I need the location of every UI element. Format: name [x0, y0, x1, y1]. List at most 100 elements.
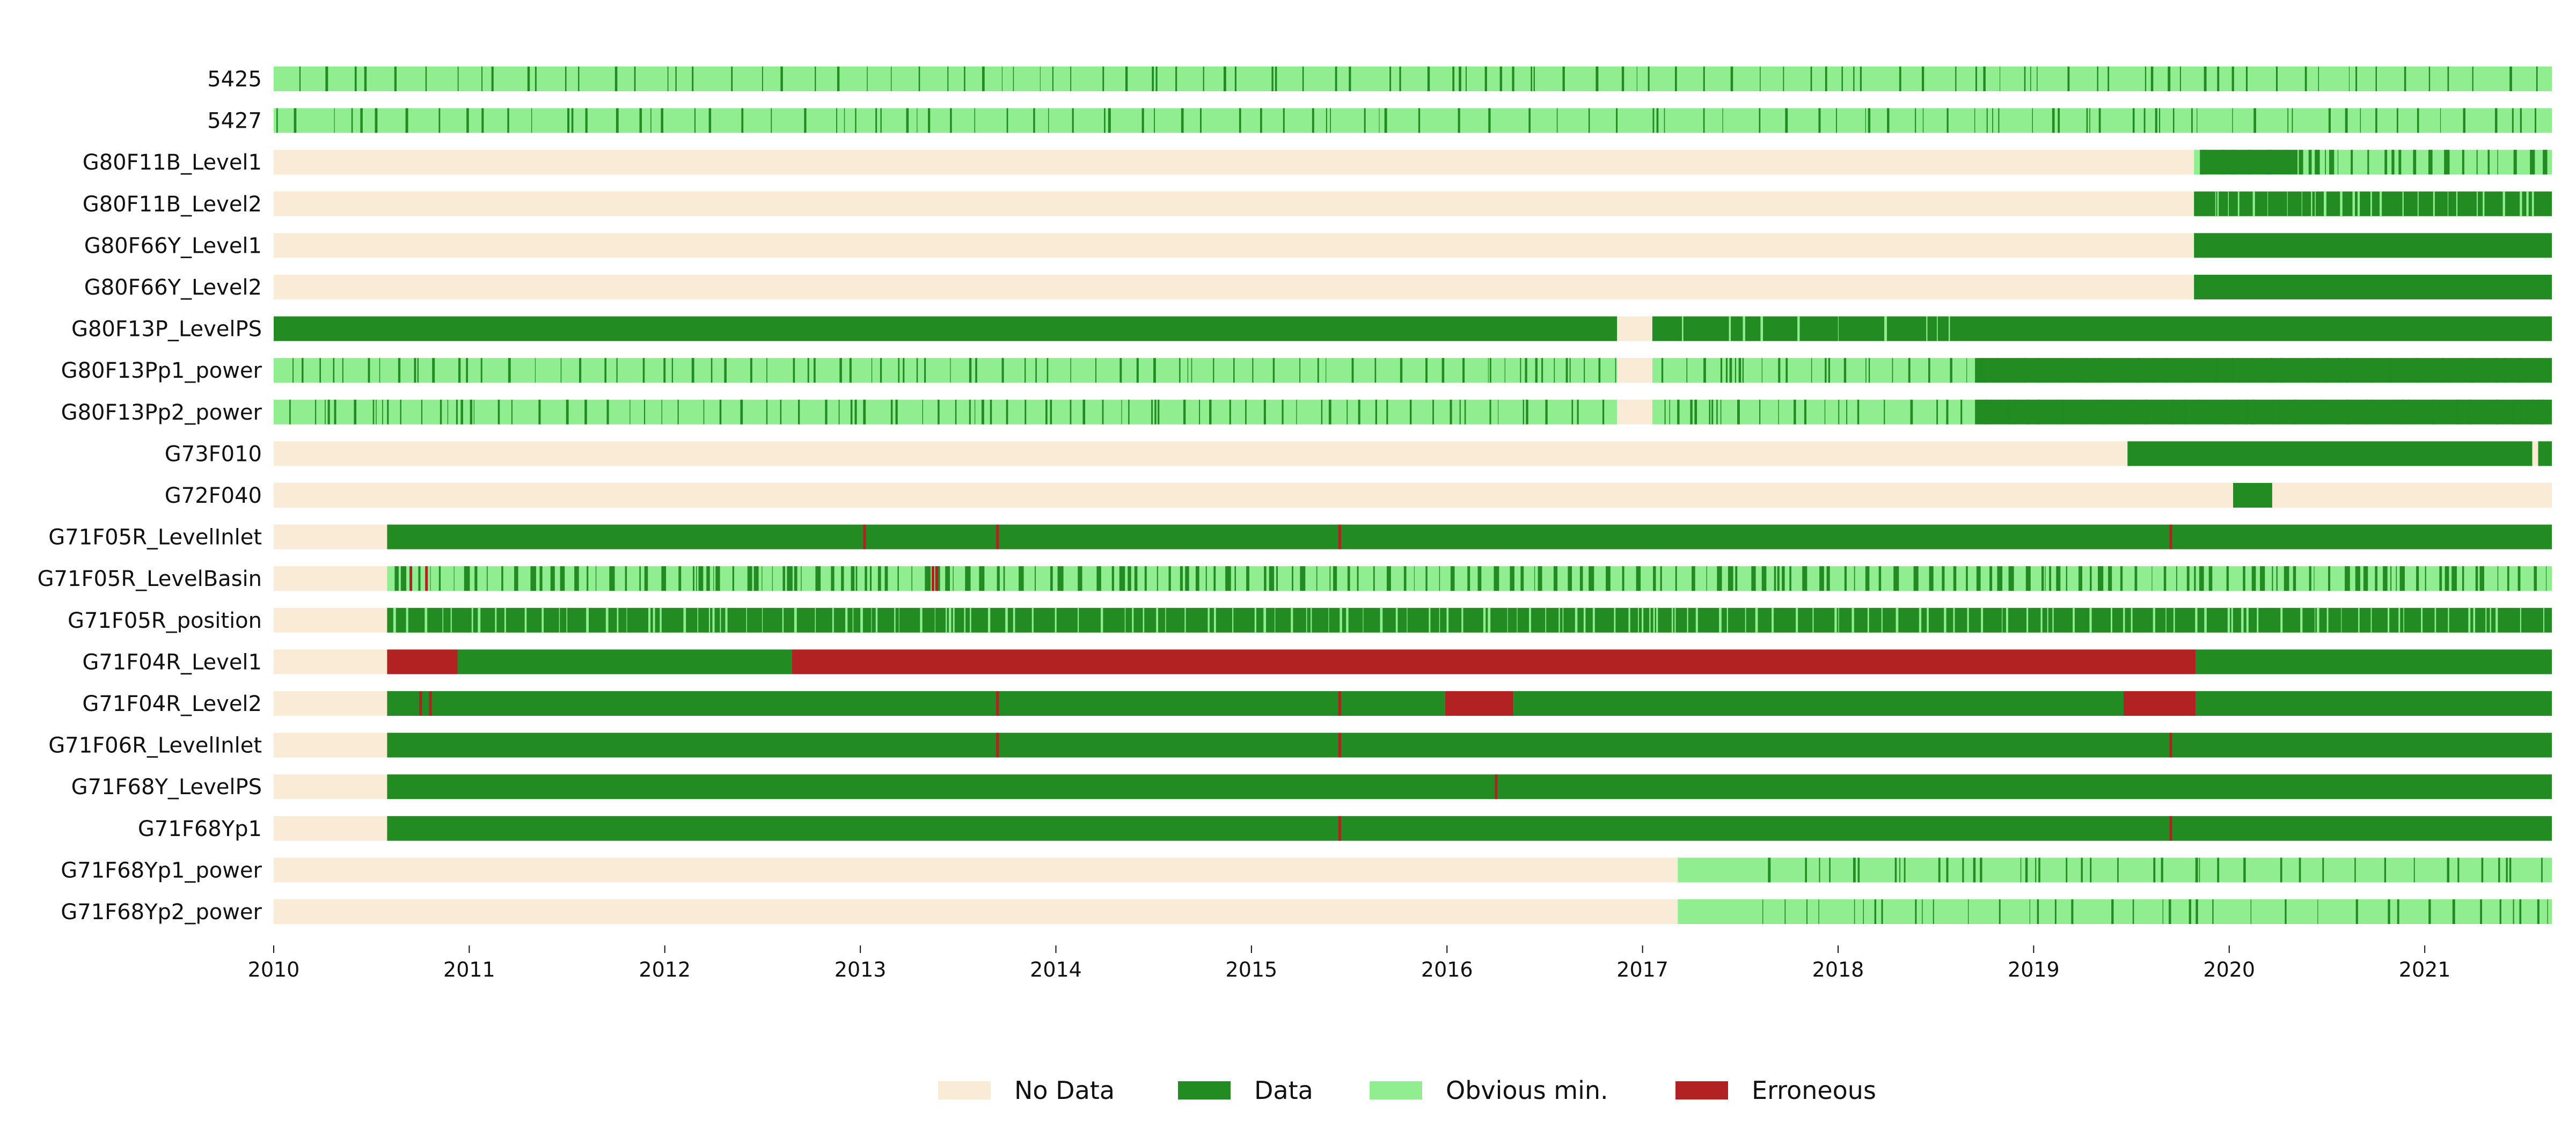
status-tick-data	[1484, 67, 1487, 91]
status-tick-data	[1838, 399, 1840, 424]
status-tick-data	[466, 358, 468, 383]
status-tick-data	[2221, 150, 2225, 175]
status-tick-obvmin	[1263, 607, 1267, 633]
status-tick-data	[1899, 67, 1901, 91]
status-tick-data	[2384, 150, 2388, 175]
status-tick-data	[1050, 566, 1053, 591]
status-tick-data	[1981, 358, 1982, 383]
status-tick-obvmin	[2398, 607, 2401, 633]
status-tick-data	[2189, 358, 2191, 383]
status-tick-data	[2497, 150, 2498, 175]
legend-item-err: Erroneous	[1675, 1076, 1876, 1105]
status-tick-data	[1260, 108, 1262, 133]
status-tick-data	[1183, 399, 1186, 424]
status-tick-data	[1596, 67, 1599, 91]
status-tick-data	[2531, 399, 2534, 424]
status-tick-data	[1738, 358, 1741, 383]
status-tick-obvmin	[2317, 607, 2319, 633]
status-tick-data	[719, 399, 722, 424]
status-tick-data	[464, 566, 470, 591]
status-tick-data	[1520, 358, 1521, 383]
status-tick-obvmin	[1638, 607, 1639, 633]
status-tick-data	[2404, 67, 2406, 91]
status-tick-obvmin	[1695, 607, 1698, 633]
status-tick-data	[1686, 358, 1688, 383]
status-tick-data	[1526, 399, 1528, 424]
status-tick-data	[567, 108, 569, 133]
row-label: G80F13P_LevelPS	[71, 317, 262, 342]
status-tick-data	[663, 358, 666, 383]
status-tick-data	[1528, 108, 1531, 133]
status-tick-data	[2243, 857, 2246, 883]
segment-obvmin	[2297, 150, 2552, 175]
status-tick-data	[616, 358, 618, 383]
legend-item-data: Data	[1178, 1076, 1313, 1105]
status-tick-data	[661, 108, 664, 133]
status-tick-data	[2191, 108, 2193, 133]
status-tick-obvmin	[2089, 607, 2092, 633]
status-tick-obvmin	[1132, 607, 1134, 633]
segment-data	[2194, 233, 2552, 258]
status-tick-obvmin	[1078, 607, 1079, 633]
status-tick-data	[644, 399, 646, 424]
status-tick-obvmin	[720, 607, 721, 633]
status-tick-data	[1272, 358, 1275, 383]
status-tick-data	[1761, 566, 1767, 591]
status-tick-data	[1488, 108, 1491, 133]
status-tick-data	[2054, 899, 2057, 924]
status-tick-data	[1997, 566, 2003, 591]
status-tick-data	[1488, 358, 1489, 383]
status-tick-data	[1656, 108, 1659, 133]
status-tick-data	[1577, 399, 1579, 424]
status-tick-data	[869, 566, 872, 591]
status-tick-obvmin	[524, 607, 527, 633]
status-tick-data	[421, 399, 423, 424]
status-tick-obvmin	[815, 607, 816, 633]
status-tick-data	[916, 358, 918, 383]
legend-swatch	[1675, 1081, 1728, 1099]
status-tick-data	[1751, 566, 1756, 591]
status-tick-data	[276, 108, 278, 133]
status-tick-obvmin	[1881, 607, 1883, 633]
status-tick-data	[1853, 857, 1856, 883]
status-tick-data	[1579, 566, 1583, 591]
segment-nodata	[1617, 316, 1652, 341]
status-tick-obvmin	[1944, 607, 1946, 633]
status-tick-obvmin	[2358, 607, 2360, 633]
status-tick-obvmin	[746, 607, 747, 633]
status-tick-data	[2345, 108, 2348, 133]
status-tick-data	[947, 67, 949, 91]
status-tick-obvmin	[1291, 607, 1293, 633]
status-tick-data	[1915, 108, 1916, 133]
status-tick-data	[2417, 108, 2419, 133]
status-tick-data	[2479, 566, 2484, 591]
status-tick-obvmin	[2204, 607, 2207, 633]
status-tick-data	[538, 399, 541, 424]
status-tick-err	[2169, 524, 2172, 549]
status-tick-data	[955, 399, 957, 424]
status-tick-data	[1878, 566, 1882, 591]
status-tick-data	[2025, 857, 2028, 883]
status-tick-obvmin	[2052, 607, 2054, 633]
segment-nodata	[274, 191, 2194, 216]
status-tick-data	[1553, 566, 1558, 591]
status-tick-data	[1264, 566, 1267, 591]
status-tick-data	[470, 399, 473, 424]
status-tick-err	[1495, 774, 1498, 800]
status-tick-obvmin	[1143, 607, 1145, 633]
status-tick-obvmin	[2311, 191, 2312, 216]
status-tick-data	[2217, 67, 2220, 91]
status-tick-obvmin	[605, 607, 609, 633]
status-tick-obvmin	[2237, 191, 2240, 216]
status-tick-data	[1894, 857, 1897, 883]
status-tick-data	[1035, 566, 1036, 591]
status-tick-data	[1006, 399, 1008, 424]
status-tick-data	[639, 566, 641, 591]
status-tick-data	[1962, 857, 1964, 883]
status-tick-data	[1928, 358, 1930, 383]
status-tick-obvmin	[617, 607, 619, 633]
segment-err	[387, 649, 458, 675]
status-tick-data	[1328, 399, 1331, 424]
status-tick-data	[2447, 857, 2449, 883]
status-tick-data	[571, 108, 574, 133]
